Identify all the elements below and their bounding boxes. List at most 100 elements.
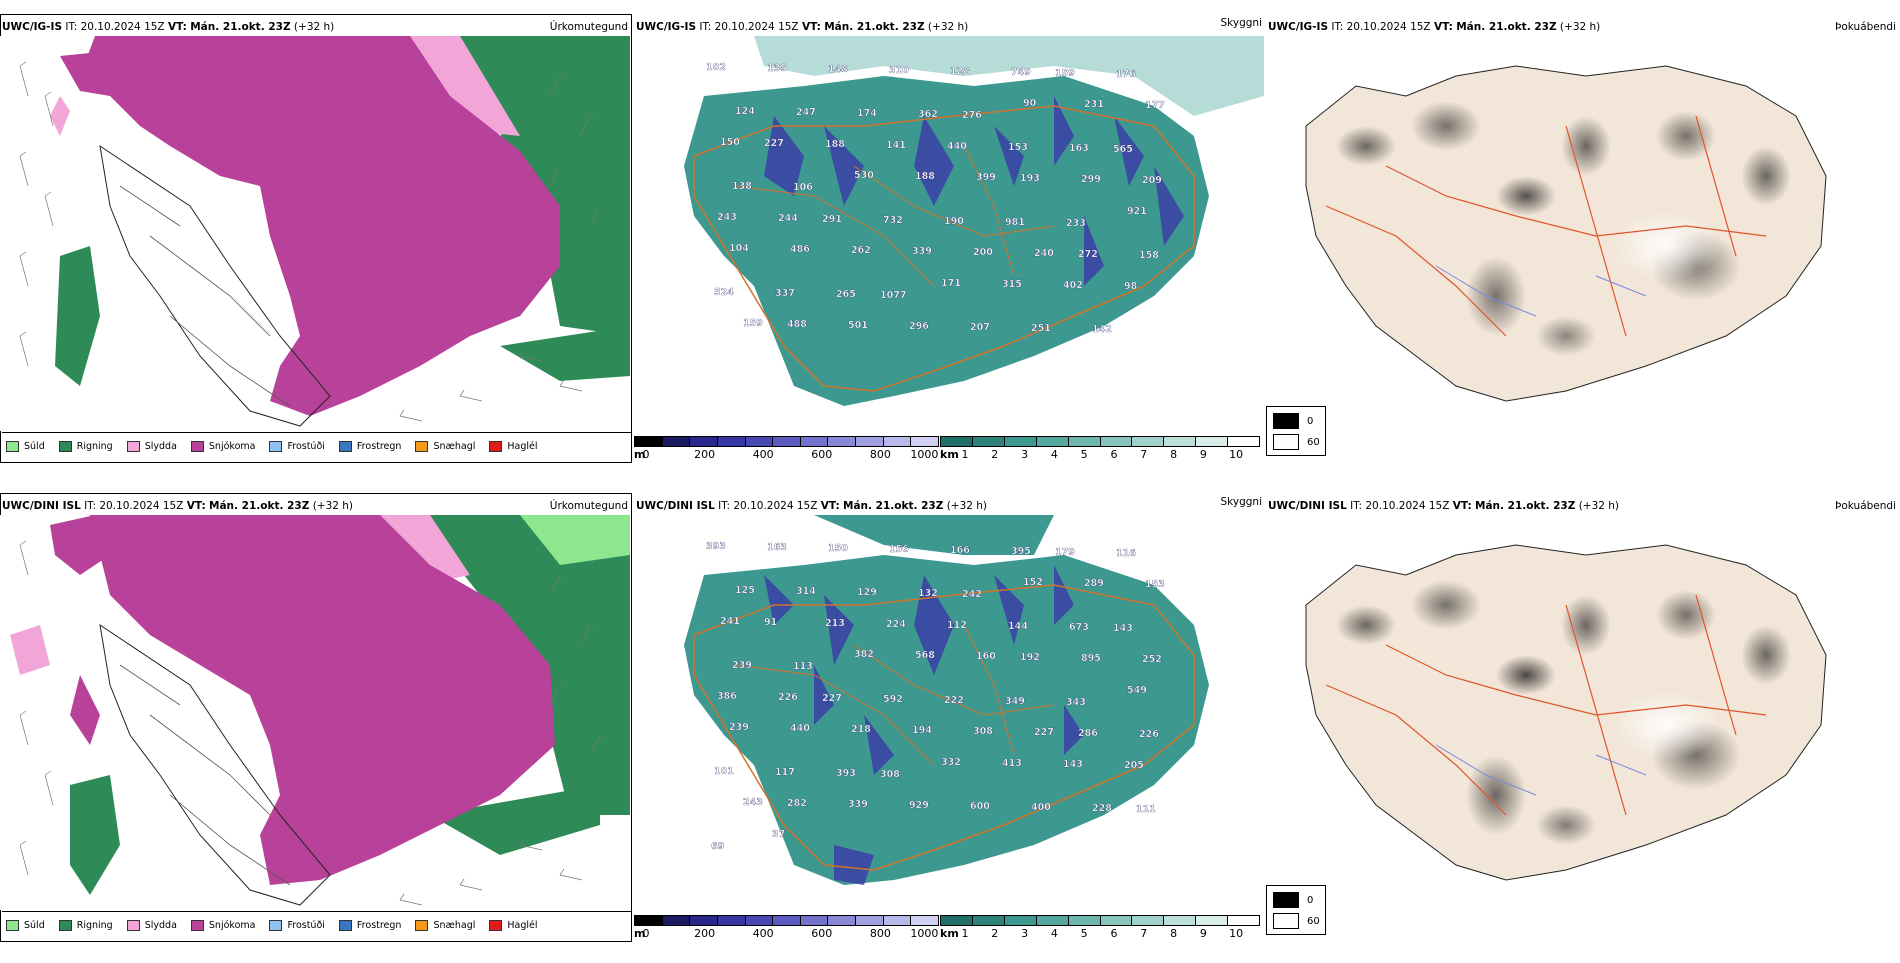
- panel-title: Úrkomutegund: [549, 500, 628, 512]
- sleet-area-west: [10, 625, 50, 675]
- legend-swatch: [489, 440, 503, 452]
- valid-label: VT:: [167, 21, 187, 33]
- forecast-row-2: UWC/DINI ISL IT: 20.10.2024 15Z VT: Mán.…: [0, 493, 1900, 963]
- cloud-base-label: 486: [790, 244, 810, 255]
- colorbar-segment: [972, 916, 1005, 925]
- cloud-base-label: 227: [764, 138, 784, 149]
- cloud-base-label: 128: [950, 66, 970, 77]
- colorbar-tick: 9: [1199, 448, 1207, 461]
- cloud-base-label: 242: [962, 589, 982, 600]
- terrain-colorbar: m 0 200 400 600 800 1000: [634, 913, 939, 941]
- cloud-base-label: 226: [778, 692, 798, 703]
- cloud-base-label: 207: [970, 322, 990, 333]
- legend-label: Slydda: [144, 440, 177, 452]
- colorbar-segment: [1196, 916, 1229, 925]
- colorbar-segment: [1196, 437, 1229, 446]
- colorbar-segment: [635, 916, 663, 925]
- cloud-base-label: 158: [1139, 250, 1159, 261]
- snow-area: [90, 515, 555, 885]
- cloud-base-label: 382: [854, 649, 874, 660]
- init-label: IT:: [1331, 21, 1344, 33]
- ceiling-colorbar-ticks: 1 2 3 4 5 6 7 8 9 10: [961, 448, 1260, 462]
- init-time: 20.10.2024 15Z: [1365, 500, 1450, 512]
- panel-title: Þokuábendi: [1835, 21, 1896, 33]
- panel-header: UWC/DINI ISL IT: 20.10.2024 15Z VT: Mán.…: [1268, 500, 1619, 512]
- lead-time: (+32 h): [927, 21, 969, 33]
- cloud-base-label: 592: [883, 694, 903, 705]
- cloud-base-label: 981: [1005, 217, 1025, 228]
- valid-label: VT:: [1452, 500, 1472, 512]
- cloud-base-label: 291: [822, 214, 842, 225]
- cloud-base-label: 252: [1142, 654, 1162, 665]
- cloud-base-label: 600: [970, 801, 990, 812]
- cloud-base-label: 921: [1127, 206, 1147, 217]
- cloud-base-label: 179: [1055, 547, 1075, 558]
- roads: [119, 664, 291, 886]
- colorbar-tick: 1000: [910, 927, 939, 940]
- cloud-base-label: 125: [735, 585, 755, 596]
- colorbar-tick: 1: [961, 927, 969, 940]
- legend-label: Frostregn: [356, 440, 402, 452]
- cloud-base-label: 135: [767, 63, 787, 74]
- cloud-base-label: 153: [1145, 579, 1165, 590]
- legend-label: Rigning: [76, 919, 113, 931]
- legend-swatch: [269, 919, 283, 931]
- init-time: 20.10.2024 15Z: [80, 21, 165, 33]
- precip-type-panel: UWC/DINI ISL IT: 20.10.2024 15Z VT: Mán.…: [0, 493, 632, 958]
- roads: [733, 145, 1055, 287]
- colorbar-segment: [690, 916, 718, 925]
- cloud-base-label: 117: [775, 767, 795, 778]
- model-name: UWC/IG-IS: [1268, 21, 1329, 33]
- legend-item-hail: Haglél: [489, 919, 538, 931]
- colorbar-tick: 4: [1050, 448, 1058, 461]
- valid-time: Mán. 21.okt. 23Z: [190, 21, 291, 33]
- colorbar-tick: 1000: [910, 448, 939, 461]
- ceiling-colorbar-ticks: 1 2 3 4 5 6 7 8 9 10: [961, 927, 1260, 941]
- precip-map: [0, 515, 630, 910]
- colorbar-segment: [911, 437, 939, 446]
- snow-area-northwest: [50, 515, 110, 575]
- cloud-base-label: 141: [886, 140, 906, 151]
- legend-item-snow-pellets: Snæhagl: [415, 440, 475, 452]
- fog-map: [1266, 36, 1896, 431]
- valid-time: Mán. 21.okt. 23Z: [1456, 21, 1557, 33]
- cloud-base-label: 413: [1002, 758, 1022, 769]
- ceiling-area-north: [754, 36, 1264, 116]
- colorbar-tick: 200: [694, 927, 716, 940]
- cloud-base-label: 132: [918, 588, 938, 599]
- cloud-base-label: 524: [714, 287, 734, 298]
- cloud-base-label: 343: [1066, 697, 1086, 708]
- cloud-base-label: 247: [796, 107, 816, 118]
- panel-header: UWC/DINI ISL IT: 20.10.2024 15Z VT: Mán.…: [2, 500, 353, 512]
- sleet-area: [405, 36, 520, 136]
- cloud-base-label: 530: [854, 170, 874, 181]
- fog-legend-label: 60: [1307, 915, 1320, 927]
- cloud-base-label: 200: [973, 247, 993, 258]
- cloud-base-label: 101: [714, 766, 734, 777]
- wind-barbs: [19, 61, 607, 422]
- cloud-base-label: 239: [729, 722, 749, 733]
- colorbar-segment: [1004, 437, 1037, 446]
- cloud-base-label: 159: [1055, 68, 1075, 79]
- panel-titlebar: UWC/DINI ISL IT: 20.10.2024 15Z VT: Mán.…: [2, 499, 628, 513]
- precip-type-legend: Súld Rigning Slydda Snjókoma Frostúði Fr…: [2, 432, 632, 459]
- colorbar-segment: [911, 916, 939, 925]
- panel-title: Skyggni: [1220, 17, 1263, 29]
- colorbar-tick: 9: [1199, 927, 1207, 940]
- cloud-base-label: 244: [778, 213, 798, 224]
- colorbar-tick: 3: [1021, 448, 1029, 461]
- cloud-base-label: 240: [1034, 248, 1054, 259]
- cloud-base-label: 129: [857, 587, 877, 598]
- legend-swatch: [415, 919, 429, 931]
- cloud-ceiling-panel: UWC/IG-IS IT: 20.10.2024 15Z VT: Mán. 21…: [634, 14, 1266, 479]
- cloud-base-label: 143: [1113, 623, 1133, 634]
- legend-swatch: [269, 440, 283, 452]
- cloud-base-label: 111: [1136, 804, 1156, 815]
- cloud-base-label: 209: [1142, 175, 1162, 186]
- cloud-base-label: 222: [944, 695, 964, 706]
- colorbar-segment: [828, 916, 857, 925]
- cloud-base-label: 440: [947, 141, 967, 152]
- cloud-base-label: 171: [941, 278, 961, 289]
- cloud-base-label: 226: [1139, 729, 1159, 740]
- legend-item-snow: Snjókoma: [190, 919, 255, 931]
